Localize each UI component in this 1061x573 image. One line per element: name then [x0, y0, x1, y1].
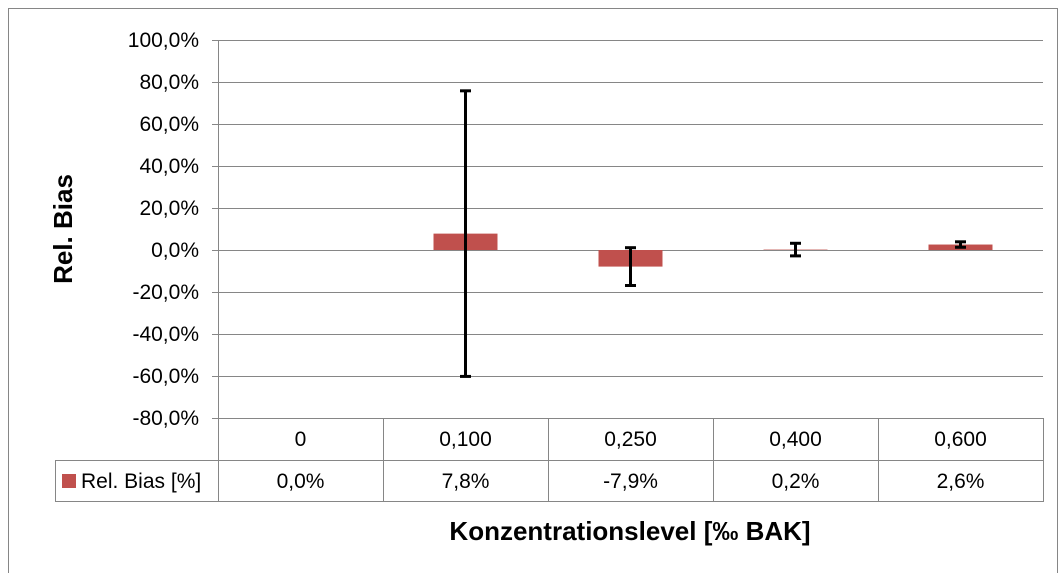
category-label: 0,250	[604, 428, 657, 451]
y-tick-label: -40,0%	[132, 323, 199, 346]
y-tick-label: 100,0%	[128, 29, 199, 52]
value-label: 2,6%	[937, 470, 985, 493]
category-label: 0,100	[439, 428, 492, 451]
x-axis-title: Konzentrationslevel [‰ BAK]	[449, 516, 810, 546]
value-label: -7,9%	[603, 470, 658, 493]
y-tick-label: 60,0%	[139, 113, 199, 136]
y-tick-label: 20,0%	[139, 197, 199, 220]
y-tick-label: -80,0%	[132, 407, 199, 430]
category-label: 0	[295, 428, 307, 451]
y-tick-label: 80,0%	[139, 71, 199, 94]
category-label: 0,400	[769, 428, 822, 451]
y-tick-label: -60,0%	[132, 365, 199, 388]
y-tick-label: 0,0%	[151, 239, 199, 262]
chart-border	[8, 8, 1058, 573]
y-axis-tick-labels: 100,0% 80,0% 60,0% 40,0% 20,0% 0,0% -20,0% -40,…	[128, 29, 199, 430]
category-label: 0,600	[934, 428, 987, 451]
legend-label: Rel. Bias [%]	[81, 470, 201, 493]
y-tick-label: -20,0%	[132, 281, 199, 304]
data-table: 0 0,0% 0,100 7,8% 0,250 -7,9% 0,400 0,2% 0,600 2,…	[55, 418, 1044, 502]
y-axis-title: Rel. Bias	[48, 174, 78, 284]
value-label: 7,8%	[442, 470, 490, 493]
legend-swatch	[62, 474, 76, 488]
y-tick-label: 40,0%	[139, 155, 199, 178]
error-bars	[460, 89, 966, 378]
gridlines	[212, 40, 1043, 419]
value-label: 0,0%	[277, 470, 325, 493]
value-label: 0,2%	[772, 470, 820, 493]
